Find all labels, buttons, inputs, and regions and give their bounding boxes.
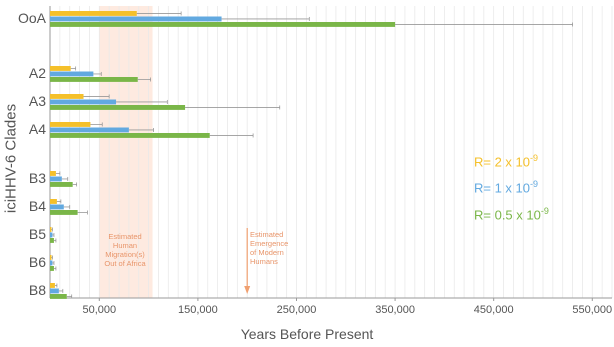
- y-axis-label: iciHHV-6 Clades: [2, 103, 20, 214]
- out-of-africa-line-3: Migration(s): [105, 250, 145, 259]
- bar-b8-series-2: [50, 288, 59, 294]
- out-of-africa-annotation: Estimated Human Migration(s) Out of Afri…: [96, 232, 154, 268]
- bar-b8-series-3: [50, 294, 67, 299]
- x-tick-label: 250,000: [277, 304, 317, 316]
- bar-a4-series-3: [50, 133, 210, 138]
- legend-r1-text: R= 2 x 10: [474, 154, 531, 170]
- legend-r2-text: R= 1 x 10: [474, 180, 531, 196]
- bar-b8-series-1: [50, 283, 55, 288]
- bar-a2-series-1: [50, 66, 71, 71]
- modern-humans-line-2: Emergence: [250, 239, 289, 248]
- y-tick-label-b4: B4: [29, 198, 46, 214]
- y-tick-label-b6: B6: [29, 254, 46, 270]
- bar-a3-series-2: [50, 99, 117, 105]
- bar-ooa-series-1: [50, 11, 137, 16]
- out-of-africa-line-2: Human: [112, 241, 138, 250]
- modern-humans-line-4: Humans: [250, 257, 278, 266]
- x-tick-label: 550,000: [572, 304, 612, 316]
- bar-b6-series-2: [50, 260, 53, 266]
- x-tick-label: 350,000: [375, 304, 415, 316]
- legend-r1-exponent: -9: [530, 153, 539, 163]
- bar-b5-series-2: [50, 232, 53, 238]
- modern-humans-annotation: Estimated Emergence of Modern Humans: [250, 230, 306, 266]
- bar-a4-series-1: [50, 122, 91, 127]
- bar-a2-series-2: [50, 71, 94, 77]
- bar-b5-series-3: [50, 238, 54, 243]
- modern-humans-line-3: of Modern: [250, 248, 284, 257]
- x-tick-label: 150,000: [178, 304, 218, 316]
- y-tick-label-ooa: OoA: [18, 10, 47, 26]
- bar-b3-series-2: [50, 176, 62, 182]
- bar-a4-series-2: [50, 127, 129, 133]
- bar-b3-series-3: [50, 182, 73, 187]
- modern-humans-line-1: Estimated: [250, 230, 284, 239]
- legend-entry-r3: R= 0.5 x 10-9: [474, 200, 549, 226]
- bar-ooa-series-3: [50, 22, 396, 27]
- bar-a3-series-3: [50, 105, 186, 110]
- x-tick-label: 50,000: [82, 304, 116, 316]
- bar-a3-series-1: [50, 94, 84, 99]
- bar-b4-series-1: [50, 199, 57, 204]
- y-tick-label-b8: B8: [29, 282, 46, 298]
- bar-b6-series-3: [50, 266, 54, 271]
- y-tick-label-b3: B3: [29, 170, 46, 186]
- x-tick-label: 450,000: [474, 304, 514, 316]
- legend-entry-r2: R= 1 x 10-9: [474, 173, 549, 199]
- out-of-africa-line-4: Out of Africa: [104, 259, 146, 268]
- legend-entry-r1: R= 2 x 10-9: [474, 147, 549, 173]
- y-tick-label-b5: B5: [29, 226, 46, 242]
- bar-a2-series-3: [50, 77, 138, 82]
- out-of-africa-shaded-region: [99, 6, 153, 298]
- bar-b5-series-1: [50, 227, 52, 232]
- bar-b4-series-2: [50, 204, 64, 210]
- legend: R= 2 x 10-9 R= 1 x 10-9 R= 0.5 x 10-9: [474, 147, 549, 226]
- out-of-africa-line-1: Estimated: [108, 232, 142, 241]
- bar-b4-series-3: [50, 210, 78, 215]
- y-tick-label-a4: A4: [29, 121, 46, 137]
- bar-b3-series-1: [50, 171, 56, 176]
- y-tick-label-a3: A3: [29, 93, 46, 109]
- legend-r3-exponent: -9: [540, 205, 549, 216]
- bar-b6-series-1: [50, 255, 52, 260]
- y-tick-label-a2: A2: [29, 65, 46, 81]
- x-axis-label: Years Before Present: [240, 326, 374, 342]
- legend-r2-exponent: -9: [530, 179, 539, 190]
- modern-humans-arrowhead-icon: [244, 286, 251, 294]
- bar-ooa-series-2: [50, 16, 222, 22]
- legend-r3-text: R= 0.5 x 10: [474, 206, 541, 222]
